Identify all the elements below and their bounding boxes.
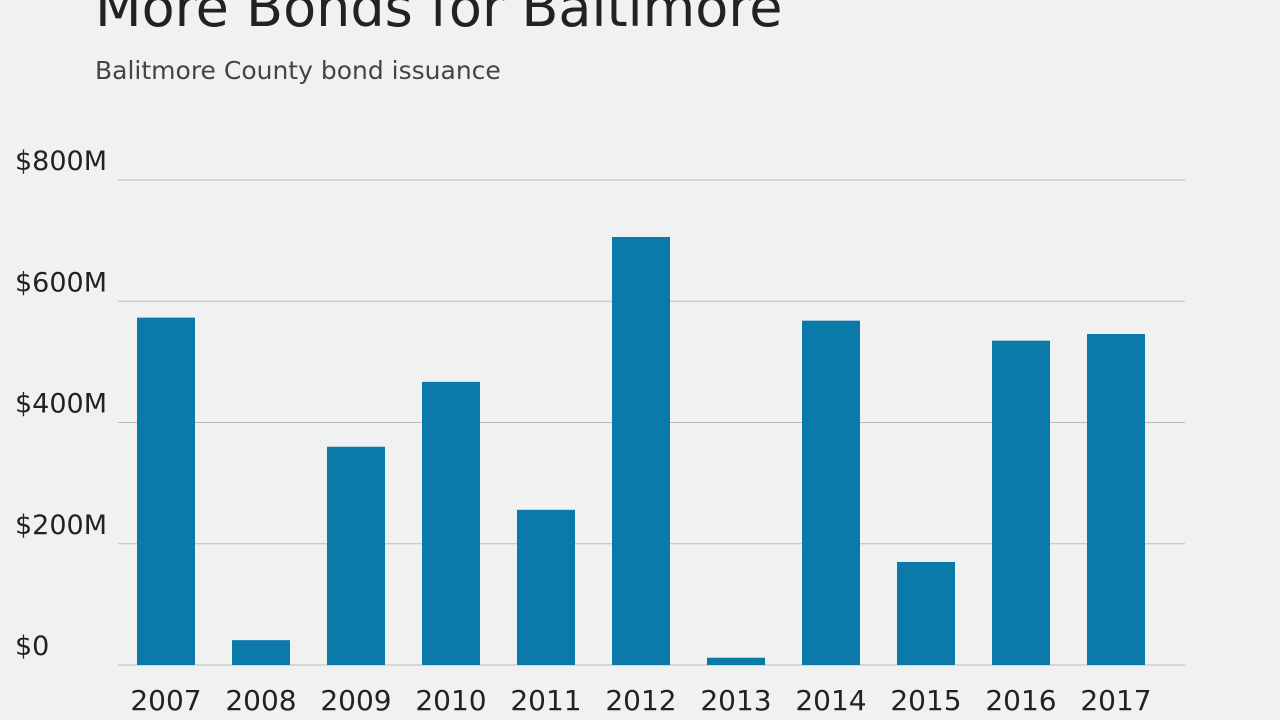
bar: [137, 317, 195, 665]
x-tick-label: 2012: [605, 684, 676, 717]
y-tick-label: $200M: [15, 510, 107, 541]
x-tick-label: 2016: [985, 684, 1056, 717]
bar: [232, 640, 290, 665]
bar: [897, 561, 955, 665]
x-tick-label: 2011: [510, 684, 581, 717]
bar: [517, 509, 575, 665]
bar: [707, 657, 765, 665]
y-tick-label: $600M: [15, 267, 107, 298]
x-tick-label: 2015: [890, 684, 961, 717]
x-tick-label: 2017: [1080, 684, 1151, 717]
bar: [327, 446, 385, 665]
x-tick-label: 2013: [700, 684, 771, 717]
y-tick-label: $800M: [15, 146, 107, 177]
y-tick-label: $400M: [15, 389, 107, 420]
x-tick-label: 2014: [795, 684, 866, 717]
x-tick-label: 2007: [130, 684, 201, 717]
bar: [612, 236, 670, 666]
bar: [802, 320, 860, 665]
chart-subtitle: Balitmore County bond issuance: [95, 56, 501, 85]
x-tick-label: 2008: [225, 684, 296, 717]
y-tick-label: $0: [15, 631, 49, 662]
bar: [422, 381, 480, 665]
bar: [1087, 333, 1145, 665]
chart-title: More Bonds for Baltimore: [95, 0, 783, 39]
x-tick-label: 2010: [415, 684, 486, 717]
bar: [992, 340, 1050, 665]
x-tick-label: 2009: [320, 684, 391, 717]
